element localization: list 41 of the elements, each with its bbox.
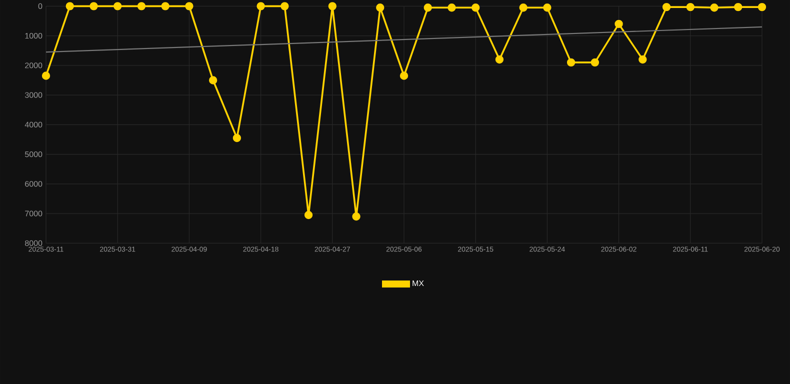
- point: [400, 72, 408, 80]
- point: [710, 3, 718, 12]
- point: [424, 3, 432, 12]
- point: [519, 3, 528, 12]
- point: [304, 210, 313, 220]
- point: [114, 2, 122, 10]
- point: [472, 3, 480, 12]
- point: [90, 2, 98, 10]
- point: [614, 20, 623, 28]
- point: [448, 3, 456, 12]
- y-tick-label: 0: [38, 3, 42, 9]
- y-tick-label: 5000: [24, 151, 42, 158]
- y-tick-label: 3000: [24, 92, 42, 98]
- y-tick-label: 6000: [25, 181, 42, 187]
- point: [495, 55, 504, 64]
- point: [208, 76, 218, 84]
- point: [185, 2, 194, 10]
- point: [232, 134, 242, 142]
- point: [376, 3, 384, 12]
- point: [590, 58, 600, 66]
- point: [42, 72, 50, 80]
- point: [280, 2, 289, 10]
- point: [352, 212, 360, 221]
- y-tick-label: 7000: [25, 210, 42, 216]
- point: [256, 2, 265, 10]
- point: [328, 2, 337, 10]
- point: [137, 2, 146, 10]
- point: [543, 3, 552, 12]
- legend-label: MX: [412, 280, 424, 286]
- point: [734, 2, 742, 12]
- point: [686, 2, 694, 12]
- point: [566, 58, 576, 66]
- point: [66, 2, 74, 10]
- y-tick-label: 1000: [25, 32, 42, 39]
- point: [638, 55, 647, 64]
- y-tick-label: 8000: [25, 240, 42, 246]
- y-tick-label: 2000: [25, 62, 42, 68]
- point: [161, 2, 170, 10]
- point: [662, 2, 671, 12]
- y-tick-label: 4000: [24, 122, 42, 128]
- point: [758, 2, 766, 12]
